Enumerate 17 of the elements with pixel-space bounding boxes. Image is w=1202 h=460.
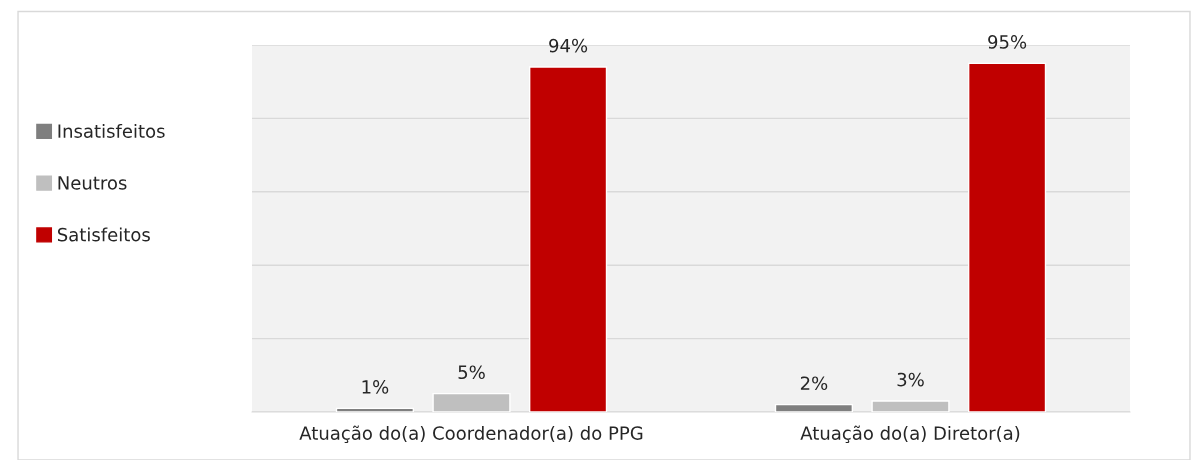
bar	[967, 62, 1047, 412]
legend-label: Neutros	[58, 176, 127, 190]
legend-label: Satisfeitos	[57, 227, 150, 242]
bar	[335, 407, 415, 412]
bar	[432, 392, 511, 412]
data-label: 3%	[897, 372, 924, 387]
x-tick-label: Atuação do(a) Coordenador(a) do PPG	[299, 425, 643, 444]
x-tick-label: Atuação do(a) Diretor(a)	[800, 425, 1020, 444]
data-label: 94%	[549, 38, 588, 53]
bar	[774, 403, 854, 412]
bar	[528, 66, 608, 412]
data-label: 5%	[458, 365, 485, 380]
data-label: 2%	[800, 376, 828, 391]
bar	[871, 400, 950, 412]
legend-label: Insatisfeitos	[58, 123, 165, 138]
data-label: 95%	[988, 35, 1027, 49]
data-label: 1%	[362, 380, 389, 394]
